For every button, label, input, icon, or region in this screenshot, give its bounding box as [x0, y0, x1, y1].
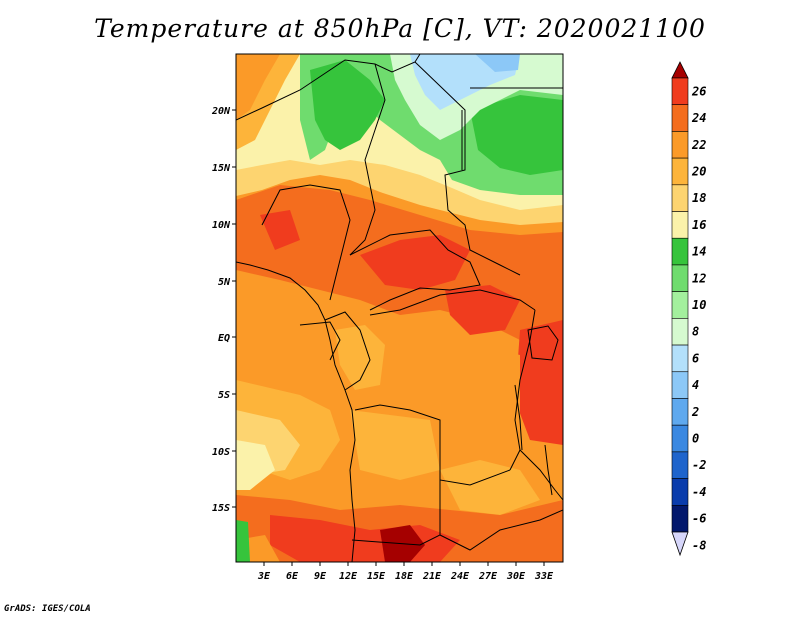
lat-label-15s: 15S — [212, 503, 230, 514]
colorbar-label: 14 — [692, 245, 706, 259]
colorbar-label: 8 — [692, 325, 699, 339]
country-boundaries — [236, 54, 563, 562]
colorbar-segment — [671, 504, 689, 533]
border-libya-sudan — [414, 61, 521, 276]
lon-label-6e: 6E — [286, 571, 299, 582]
field-north-12b — [470, 95, 563, 175]
lat-label-5s: 5S — [218, 390, 230, 401]
field-eq-18a — [335, 325, 385, 390]
border-drc-north — [369, 289, 536, 316]
temperature-field — [236, 54, 563, 562]
border-sahara — [236, 54, 421, 121]
field-sw-14 — [236, 440, 275, 490]
lon-label-9e: 9E — [314, 571, 327, 582]
colorbar-label: 16 — [692, 218, 706, 232]
border-congo-gabon — [324, 311, 371, 391]
field-warm-24c — [260, 210, 300, 250]
lon-label-21e: 21E — [422, 571, 442, 582]
colorbar-label: -4 — [692, 485, 706, 499]
colorbar-label: 22 — [691, 138, 706, 152]
map-frame — [235, 53, 564, 563]
colorbar-segment — [671, 371, 689, 399]
latitude-axis: 20N 15N 10N 5N EQ 5S 10S 15S — [211, 106, 236, 514]
lat-label-10n: 10N — [212, 220, 231, 231]
colorbar-label: 24 — [691, 111, 706, 125]
grads-credit: GrADS: IGES/COLA — [4, 604, 91, 614]
border-zambia-zim — [439, 509, 563, 551]
colorbar-segment — [671, 478, 689, 506]
border-car — [349, 229, 481, 311]
lon-label-3e: 3E — [257, 571, 271, 582]
colorbar-segment — [671, 424, 689, 453]
colorbar-segment — [671, 291, 689, 319]
field-south-12 — [236, 520, 250, 562]
border-nigeria-cameroon — [261, 184, 351, 301]
lat-label-15n: 15N — [212, 163, 231, 174]
lat-label-eq: EQ — [218, 333, 230, 344]
lake-malawi — [544, 444, 553, 496]
colorbar-label: 0 — [692, 432, 699, 446]
colorbar-bottom-triangle — [671, 531, 689, 557]
field-warm-24b — [445, 285, 520, 335]
lon-label-30e: 30E — [506, 571, 526, 582]
lon-label-18e: 18E — [395, 571, 414, 582]
colorbar-label: 20 — [691, 164, 706, 178]
border-angola-drc — [354, 404, 511, 486]
lon-label-15e: 15E — [367, 571, 386, 582]
map-title: Temperature at 850hPa [C], VT: 202002110… — [94, 14, 706, 43]
colorbar-segment — [671, 131, 689, 159]
colorbar-segment — [671, 318, 689, 346]
border-chad-niger — [349, 63, 386, 256]
colorbar-segment — [671, 398, 689, 426]
colorbar-top-triangle — [671, 61, 689, 79]
colorbar-segment — [671, 211, 689, 239]
lat-label-5n: 5N — [218, 277, 231, 288]
coastline-west — [236, 261, 356, 562]
field-se-18 — [440, 460, 540, 515]
lake-victoria — [527, 325, 559, 361]
colorbar-segment — [671, 184, 689, 212]
colorbar-segment — [671, 237, 689, 266]
colorbar-label: 18 — [692, 191, 706, 205]
field-warm-24a — [360, 235, 470, 290]
field-nw-20 — [236, 54, 280, 120]
colorbar-label: -6 — [692, 512, 706, 526]
colorbar-label: 10 — [692, 298, 706, 312]
colorbar-segment — [671, 451, 689, 479]
colorbar-label: 4 — [692, 378, 699, 392]
field-north-12 — [310, 60, 385, 150]
border-se — [519, 449, 563, 501]
border-angola-zambia — [351, 480, 441, 546]
field-north-4 — [475, 54, 520, 72]
colorbar-label: 6 — [692, 351, 699, 365]
colorbar-label: 12 — [692, 271, 706, 285]
colorbar-segment — [671, 157, 689, 186]
longitude-axis: 3E 6E 9E 12E 15E 18E 21E 24E 27E 30E 33E — [257, 562, 554, 582]
colorbar-label: -8 — [692, 538, 706, 552]
colorbar-segment — [671, 344, 689, 373]
colorbar-segment — [671, 264, 689, 292]
colorbar-label: 26 — [691, 84, 706, 98]
lon-label-33e: 33E — [534, 571, 554, 582]
lon-label-24e: 24E — [450, 571, 470, 582]
lon-label-12e: 12E — [339, 571, 358, 582]
lake-tanganyika — [514, 384, 523, 451]
field-south-18 — [350, 410, 440, 480]
border-gabon — [299, 321, 341, 361]
colorbar-label: 2 — [691, 405, 699, 419]
colorbar-segment — [671, 77, 689, 106]
lon-label-27e: 27E — [478, 571, 498, 582]
lat-label-10s: 10S — [212, 447, 230, 458]
lat-label-20n: 20N — [211, 106, 231, 117]
colorbar-label: -2 — [692, 458, 706, 472]
colorbar-segment — [671, 104, 689, 132]
